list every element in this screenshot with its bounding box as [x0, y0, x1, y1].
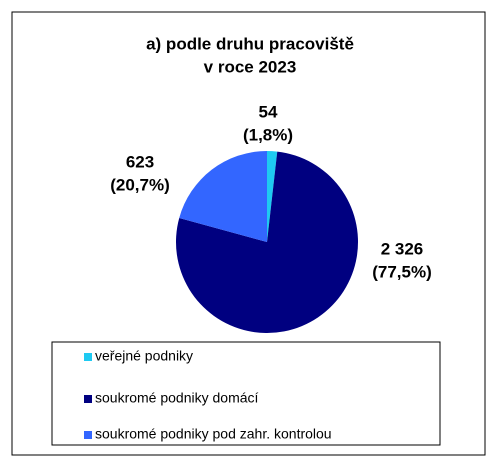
pie-slice [176, 151, 358, 333]
legend-label: soukromé podniky pod zahr. kontrolou [95, 426, 332, 442]
data-label: 54 [259, 102, 278, 121]
legend-box [51, 341, 441, 446]
chart-title: v roce 2023 [204, 57, 297, 76]
legend-label: soukromé podniky domácí [95, 390, 259, 406]
legend-swatch [84, 431, 92, 439]
legend-swatch [84, 395, 92, 403]
legend-swatch [84, 353, 92, 361]
chart-title: a) podle druhu pracoviště [146, 34, 354, 53]
pie-slice [179, 151, 267, 242]
data-label: 623 [126, 152, 154, 171]
legend-label: veřejné podniky [95, 348, 193, 364]
data-label: (77,5%) [372, 262, 432, 281]
data-label: (20,7%) [110, 175, 170, 194]
data-label: 2 326 [381, 239, 424, 258]
pie-slice [267, 151, 278, 242]
data-label: (1,8%) [243, 125, 293, 144]
